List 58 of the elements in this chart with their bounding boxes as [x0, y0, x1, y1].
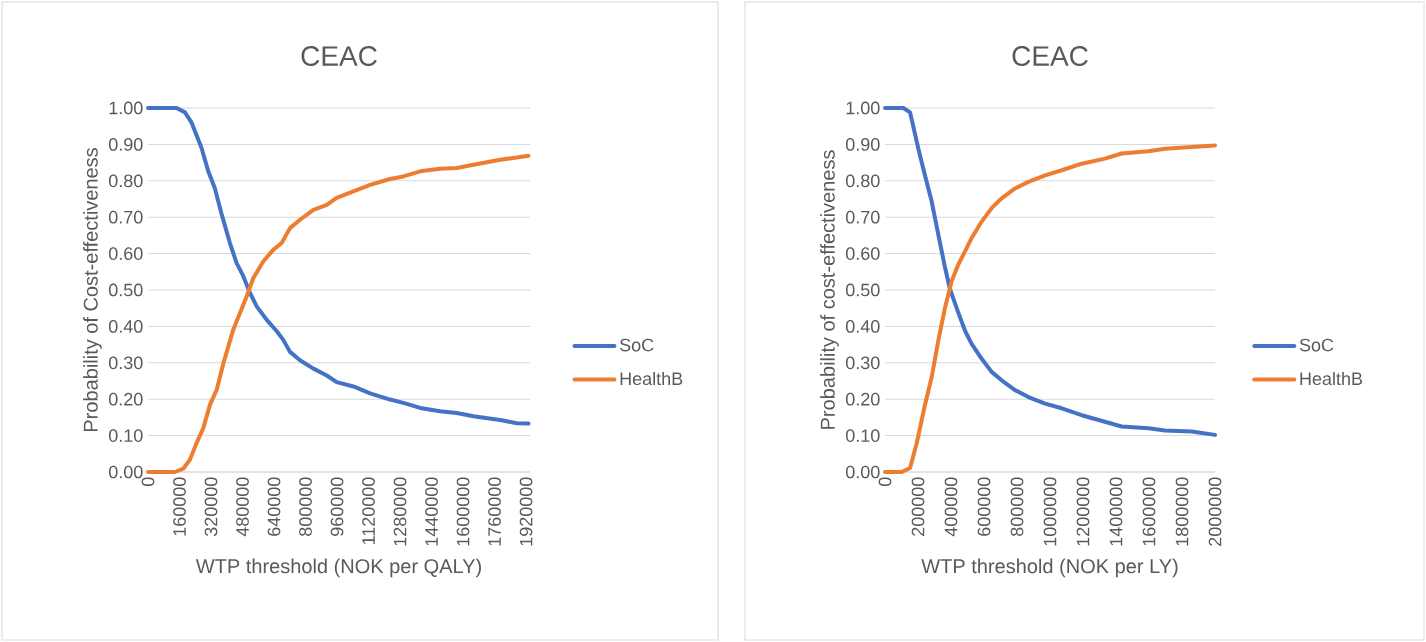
y-axis-title: Probability of cost-effectiveness: [820, 150, 839, 429]
y-tick-label: 0.00: [108, 465, 143, 479]
y-tick-label: 0.60: [108, 247, 143, 260]
y-tick-label: 0.30: [108, 356, 143, 370]
legend-label: HealthB: [620, 371, 683, 386]
chart-title: CEAC: [301, 46, 377, 66]
x-tick-label: 1920000: [519, 477, 533, 546]
x-tick-label: 1760000: [488, 477, 501, 546]
x-tick-label: 1120000: [362, 477, 375, 545]
chart-title: CEAC: [1012, 46, 1088, 66]
y-tick-label: 0.40: [108, 320, 143, 333]
x-tick-label: 960000: [330, 477, 344, 536]
x-tick-label: 0: [878, 477, 892, 487]
y-tick-label: 0.70: [108, 210, 143, 224]
x-tick-label: 1800000: [1175, 477, 1189, 546]
y-tick-label: 0.80: [845, 174, 880, 188]
y-tick-label: 0.40: [845, 320, 880, 333]
y-tick-label: 1.00: [109, 101, 143, 115]
x-tick-label: 1600000: [1142, 477, 1156, 546]
x-tick-label: 0: [141, 477, 155, 487]
y-tick-label: 0.50: [845, 283, 880, 297]
y-tick-label: 0.20: [108, 392, 143, 406]
x-tick-label: 320000: [204, 477, 218, 537]
y-tick-label: 0.20: [845, 392, 880, 406]
x-tick-label: 1400000: [1109, 477, 1123, 546]
y-tick-label: 0.10: [108, 429, 143, 442]
line-series: [883, 105, 1218, 437]
x-tick-label: 1200000: [1076, 477, 1090, 546]
x-tick-label: 160000: [173, 477, 186, 536]
x-tick-label: 600000: [977, 477, 991, 536]
y-tick-label: 0.00: [845, 465, 880, 479]
x-axis-title: WTP threshold (NOK per QALY): [195, 558, 481, 578]
x-tick-label: 400000: [944, 477, 958, 537]
x-tick-label: 2000000: [1208, 477, 1222, 546]
x-tick-label: 1000000: [1043, 477, 1057, 546]
y-tick-label: 0.30: [845, 356, 880, 370]
x-tick-label: 1280000: [393, 477, 407, 546]
x-tick-label: 480000: [236, 477, 249, 537]
x-tick-label: 800000: [299, 477, 312, 536]
y-tick-label: 0.90: [108, 138, 143, 151]
legend-label: SoC: [1299, 338, 1334, 352]
x-tick-label: 640000: [267, 477, 281, 536]
x-tick-label: 1600000: [456, 477, 470, 546]
y-tick-label: 0.70: [845, 210, 880, 224]
line-series: [146, 105, 531, 426]
x-tick-label: 200000: [911, 477, 925, 536]
x-tick-label: 1440000: [425, 477, 438, 546]
y-tick-label: 0.10: [845, 429, 880, 442]
y-tick-label: 0.90: [845, 138, 880, 151]
legend-label: HealthB: [1300, 371, 1363, 386]
x-axis-title: WTP threshold (NOK per LY): [921, 558, 1178, 578]
y-tick-label: 1.00: [846, 101, 880, 115]
x-tick-label: 800000: [1010, 477, 1024, 536]
y-axis-title: Probability of Cost-effectiveness: [83, 148, 102, 432]
y-tick-label: 0.80: [108, 174, 143, 188]
y-tick-label: 0.60: [845, 247, 880, 260]
legend-label: SoC: [619, 338, 654, 352]
y-tick-label: 0.50: [108, 283, 143, 297]
